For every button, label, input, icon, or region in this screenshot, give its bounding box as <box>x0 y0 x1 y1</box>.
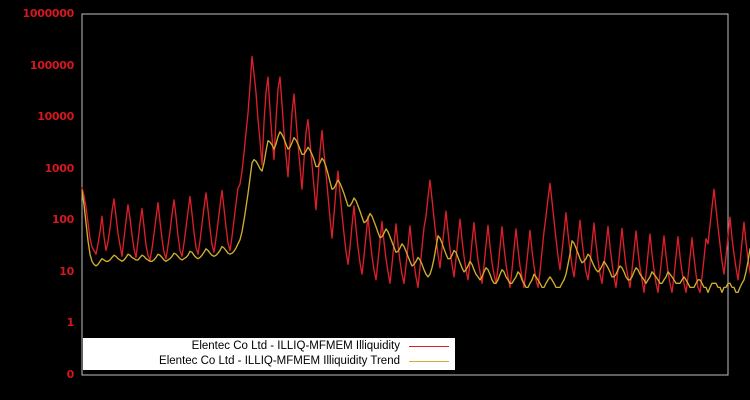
legend-line-swatch-illiquidity <box>409 346 449 347</box>
y-axis-tick-1000000: 1000000 <box>22 7 75 20</box>
series-line-illiquidity <box>81 55 750 294</box>
y-axis-tick-1: 1 <box>66 316 75 330</box>
legend-entry-illiquidity: Elentec Co Ltd - ILLIQ-MFMEM Illiquidity <box>83 339 455 354</box>
series-line-illiquidity-trend <box>81 131 750 294</box>
chart-legend: Elentec Co Ltd - ILLIQ-MFMEM Illiquidity… <box>83 338 455 370</box>
axis-frame <box>81 13 729 376</box>
legend-entry-illiquidity-trend: Elentec Co Ltd - ILLIQ-MFMEM Illiquidity… <box>83 354 455 369</box>
y-axis-tick-1000: 1000 <box>44 161 75 175</box>
y-axis-tick-100: 100 <box>51 213 74 227</box>
y-axis-tick-0: 0 <box>66 368 75 381</box>
legend-line-swatch-illiquidity-trend <box>409 361 449 362</box>
y-axis-tick-10000: 10000 <box>37 110 74 124</box>
y-axis-tick-100000: 100000 <box>29 58 74 72</box>
legend-label-illiquidity: Elentec Co Ltd - ILLIQ-MFMEM Illiquidity <box>191 340 400 352</box>
y-axis-tick-10: 10 <box>59 264 74 278</box>
legend-label-illiquidity-trend: Elentec Co Ltd - ILLIQ-MFMEM Illiquidity… <box>159 355 400 367</box>
